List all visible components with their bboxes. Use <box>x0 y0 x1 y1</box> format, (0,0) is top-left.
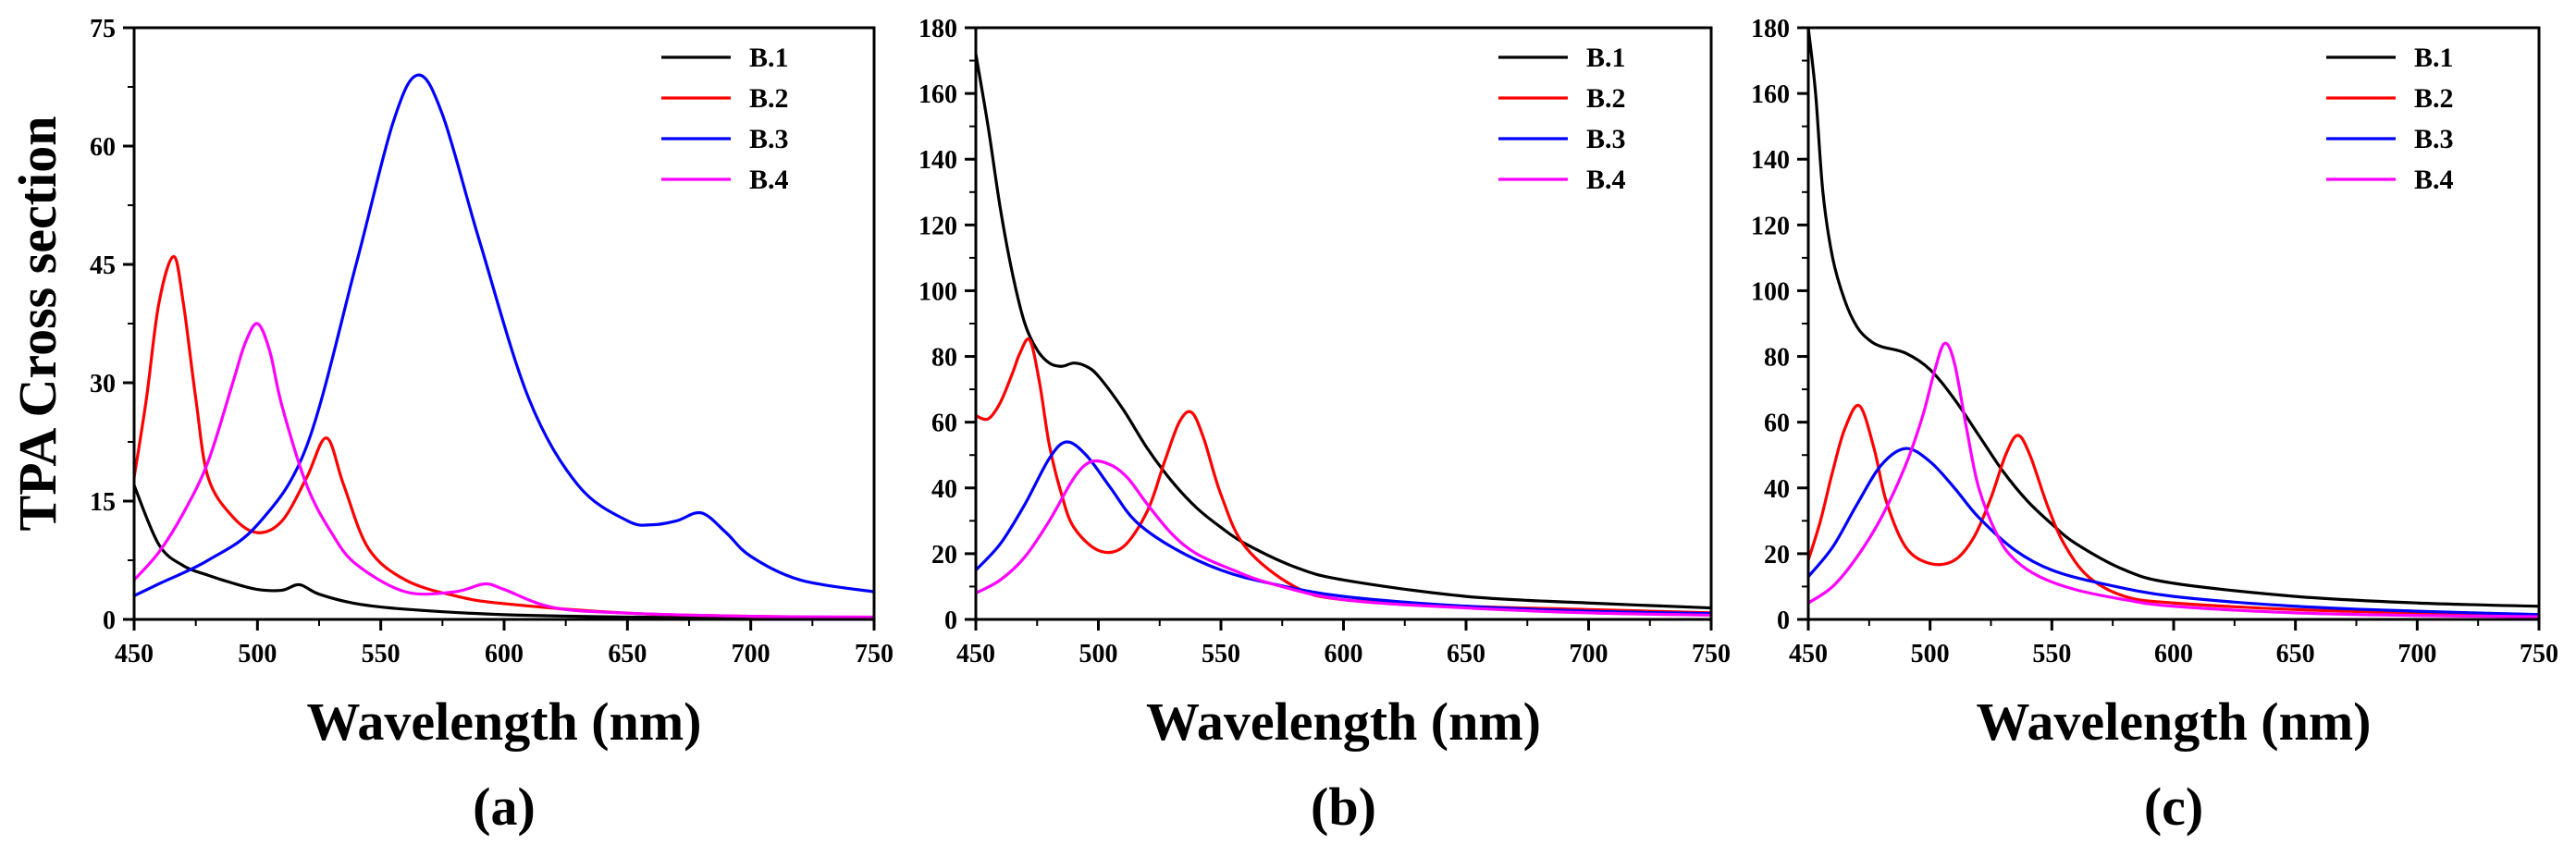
y-tick-label: 40 <box>931 475 957 504</box>
x-tick-label: 600 <box>1325 640 1363 668</box>
x-tick-label: 650 <box>2276 640 2315 668</box>
series-line-B3 <box>134 73 874 597</box>
legend-label: B.1 <box>2414 43 2454 73</box>
series-line-B1 <box>1808 28 2539 608</box>
y-tick-label: 100 <box>1751 277 1790 306</box>
series-line-B4 <box>1808 341 2539 618</box>
x-tick-label: 700 <box>2397 640 2436 668</box>
x-tick-label: 700 <box>1570 640 1608 668</box>
y-tick-label: 0 <box>944 606 957 635</box>
legend-label: B.4 <box>2414 165 2454 195</box>
x-tick-label: 550 <box>2032 640 2071 668</box>
panel-label: (c) <box>2144 777 2203 837</box>
x-tick-label: 600 <box>2154 640 2193 668</box>
y-tick-label: 20 <box>1764 541 1790 569</box>
y-tick-label: 60 <box>931 410 957 438</box>
legend-label: B.2 <box>1586 83 1626 114</box>
panel-1: 450 500 550 600 650 700 750 0 15 30 45 60 75 Waveleng… <box>90 15 894 837</box>
legend-label: B.4 <box>1586 165 1626 195</box>
plot-frame <box>1806 26 2541 621</box>
y-axis-title: TPA Cross section <box>7 116 68 532</box>
x-tick-label: 550 <box>362 640 401 668</box>
legend-label: B.2 <box>2414 83 2454 114</box>
y-tick-label: 80 <box>931 344 957 373</box>
y-tick-label: 180 <box>1751 15 1790 43</box>
x-tick-label: 450 <box>956 640 995 668</box>
legend-label: B.1 <box>1586 43 1626 73</box>
y-tick-label: 40 <box>1764 475 1790 504</box>
series-line-B2 <box>976 337 1711 615</box>
y-tick-label: 160 <box>1751 80 1790 109</box>
legend-label: B.3 <box>2414 124 2454 154</box>
panel-2: 450 500 550 600 650 700 750 0 20 40 60 80 100 120 140 1… <box>918 15 1731 837</box>
x-tick-label: 750 <box>1692 640 1731 668</box>
y-tick-label: 120 <box>1751 212 1790 240</box>
y-tick-label: 180 <box>918 15 957 43</box>
x-tick-label: 450 <box>1789 640 1828 668</box>
x-tick-label: 750 <box>2520 640 2558 668</box>
panel-label: (a) <box>473 777 536 837</box>
y-tick-label: 60 <box>90 133 116 162</box>
y-tick-label: 0 <box>1777 606 1790 635</box>
y-tick-label: 45 <box>90 251 116 280</box>
x-axis-title: Wavelength (nm) <box>1146 692 1541 752</box>
x-axis-title: Wavelength (nm) <box>1977 692 2372 752</box>
panel-3: 450 500 550 600 650 700 750 0 20 40 60 80 100 120 140 1… <box>1751 15 2558 837</box>
y-tick-label: 100 <box>918 277 957 306</box>
legend-label: B.4 <box>749 165 789 195</box>
plot-frame <box>974 26 1713 621</box>
series-line-B4 <box>134 322 874 619</box>
x-tick-label: 650 <box>608 640 647 668</box>
x-axis-title: Wavelength (nm) <box>307 692 702 752</box>
y-tick-label: 160 <box>918 80 957 109</box>
x-tick-label: 600 <box>485 640 524 668</box>
y-tick-label: 120 <box>918 212 957 240</box>
y-tick-label: 75 <box>90 15 116 43</box>
x-tick-label: 500 <box>238 640 277 668</box>
x-tick-label: 550 <box>1202 640 1240 668</box>
x-tick-label: 450 <box>115 640 154 668</box>
panel-label: (b) <box>1311 777 1376 837</box>
y-tick-label: 60 <box>1764 410 1790 438</box>
y-tick-label: 15 <box>90 488 116 517</box>
x-tick-label: 500 <box>1911 640 1950 668</box>
x-tick-label: 700 <box>732 640 770 668</box>
legend-label: B.3 <box>1586 124 1626 154</box>
x-tick-label: 500 <box>1079 640 1118 668</box>
series-line-B2 <box>1808 403 2539 617</box>
series-line-B3 <box>1808 447 2539 617</box>
x-tick-label: 650 <box>1447 640 1485 668</box>
y-tick-label: 140 <box>1751 146 1790 175</box>
y-tick-label: 140 <box>918 146 957 175</box>
legend-label: B.2 <box>749 83 789 114</box>
series-line-B1 <box>976 54 1711 610</box>
series-line-B3 <box>976 440 1711 616</box>
y-tick-label: 0 <box>103 606 116 635</box>
legend-label: B.1 <box>749 43 789 73</box>
x-tick-label: 750 <box>855 640 894 668</box>
series-line-B1 <box>134 484 874 619</box>
y-tick-label: 80 <box>1764 344 1790 373</box>
legend-label: B.3 <box>749 124 789 154</box>
y-tick-label: 30 <box>90 370 116 398</box>
y-tick-label: 20 <box>931 541 957 569</box>
series-line-B4 <box>976 459 1711 617</box>
